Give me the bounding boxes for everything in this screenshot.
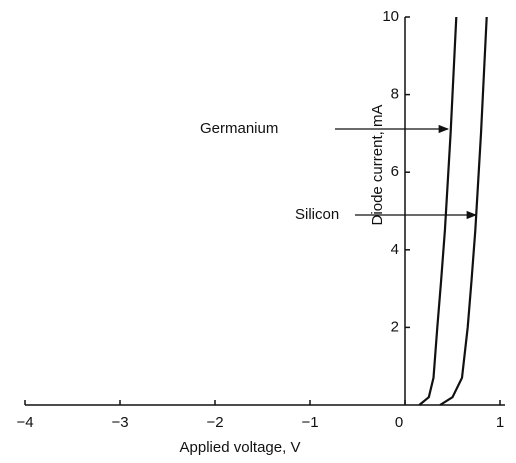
x-tick-label: −1 [301, 414, 318, 431]
x-tick-label: 0 [395, 414, 403, 431]
y-tick-label: 10 [382, 8, 399, 25]
y-tick-label: 4 [391, 241, 399, 258]
line-series [418, 16, 458, 406]
y-tick-label: 8 [391, 86, 399, 103]
x-tick-label: −3 [111, 414, 128, 431]
y-tick-label: 6 [391, 163, 399, 180]
x-tick-label: 1 [496, 414, 504, 431]
y-axis-label: Diode current, mA [369, 105, 386, 226]
x-tick-label: −2 [206, 414, 223, 431]
line-series [439, 16, 488, 406]
x-axis-label: Applied voltage, V [180, 439, 301, 456]
y-tick-label: 2 [391, 318, 399, 335]
series-label: Silicon [295, 206, 339, 223]
x-tick-label: −4 [16, 414, 33, 431]
series-label: Germanium [200, 120, 278, 137]
